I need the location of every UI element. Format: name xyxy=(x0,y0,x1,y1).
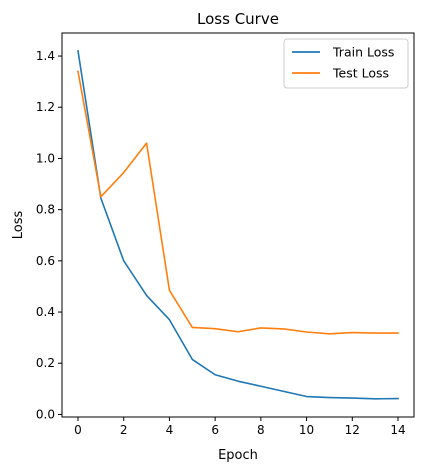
legend: Train Loss Test Loss xyxy=(283,38,409,89)
legend-label: Test Loss xyxy=(332,66,389,81)
series-lines xyxy=(77,50,399,400)
x-axis-label: Epoch xyxy=(218,448,258,463)
x-tick-label: 10 xyxy=(299,423,314,437)
y-tick-label: 1.2 xyxy=(36,100,55,114)
chart-title: Loss Curve xyxy=(197,10,279,28)
y-tick-label: 0.8 xyxy=(36,203,55,217)
y-tick-label: 0.2 xyxy=(36,356,55,370)
x-tick-label: 14 xyxy=(390,423,405,437)
y-tick-label: 1.4 xyxy=(36,49,55,63)
y-axis-ticks: 0.0 0.2 0.4 0.6 0.8 1.0 1.2 1.4 xyxy=(36,49,62,421)
legend-label: Train Loss xyxy=(332,45,394,60)
series-line-train-loss xyxy=(77,50,399,400)
x-tick-label: 8 xyxy=(257,423,265,437)
x-axis-ticks: 0 2 4 6 8 10 12 14 xyxy=(74,417,406,437)
x-tick-label: 0 xyxy=(74,423,82,437)
y-axis-label: Loss xyxy=(11,211,26,240)
series-line-test-loss xyxy=(77,70,399,335)
plot-frame xyxy=(61,32,415,418)
x-tick-label: 4 xyxy=(166,423,174,437)
y-tick-label: 0.6 xyxy=(36,254,55,268)
y-tick-label: 1.0 xyxy=(36,151,55,165)
x-tick-label: 6 xyxy=(211,423,219,437)
y-tick-label: 0.4 xyxy=(36,305,55,319)
y-tick-label: 0.0 xyxy=(36,407,55,421)
x-tick-label: 2 xyxy=(120,423,128,437)
x-tick-label: 12 xyxy=(345,423,360,437)
